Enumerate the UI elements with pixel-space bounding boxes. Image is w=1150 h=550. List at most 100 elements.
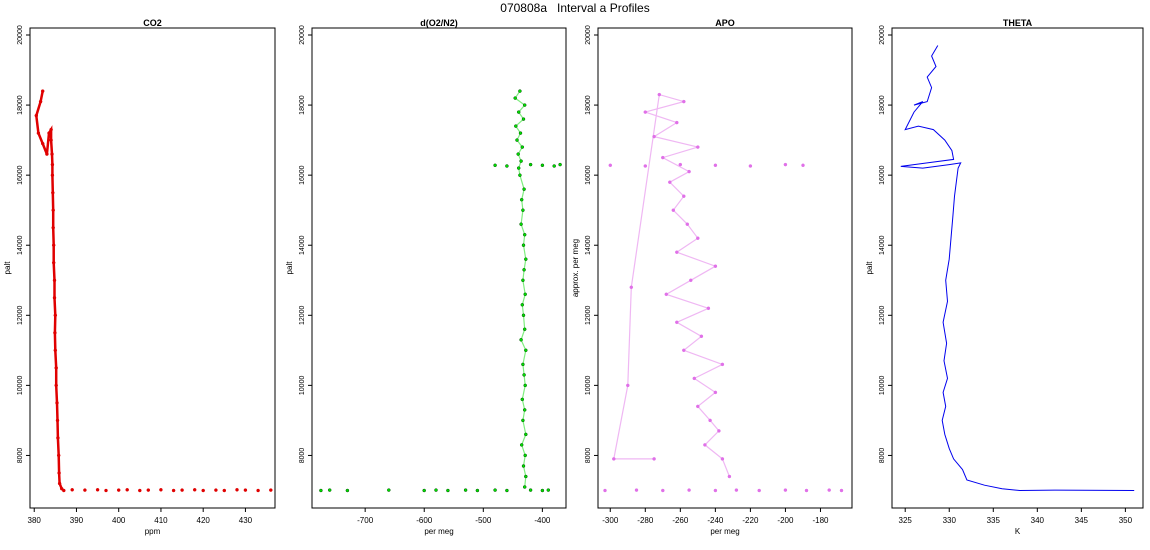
x-tick-label: -220 <box>742 516 759 525</box>
data-point <box>713 163 718 168</box>
data-point <box>171 488 176 493</box>
data-point <box>696 404 700 409</box>
data-point <box>523 383 527 388</box>
y-tick-label: 18000 <box>879 95 886 115</box>
series-trace <box>35 90 63 490</box>
data-point <box>668 180 672 184</box>
data-point <box>62 488 66 493</box>
data-point <box>524 432 528 437</box>
y-axis-label: palt <box>3 261 12 275</box>
data-point <box>57 471 61 475</box>
data-point <box>524 257 528 261</box>
data-point <box>180 488 184 492</box>
data-point <box>51 243 56 247</box>
data-point <box>523 292 527 297</box>
x-tick-label: -280 <box>637 516 654 525</box>
data-point <box>524 348 528 353</box>
data-point <box>463 488 468 492</box>
panel-title: THETA <box>1003 18 1033 28</box>
x-tick-label: 430 <box>239 516 253 525</box>
y-tick-label: 14000 <box>299 235 306 255</box>
data-point <box>51 208 55 212</box>
data-point <box>682 348 686 353</box>
y-tick-label: 10000 <box>879 376 886 396</box>
x-tick-label: 380 <box>28 516 42 525</box>
x-tick-label: 410 <box>154 516 168 525</box>
data-point <box>45 152 49 156</box>
data-point <box>706 306 711 311</box>
data-point <box>505 488 509 493</box>
x-tick-label: 400 <box>112 516 126 525</box>
y-tick-label: 18000 <box>17 95 24 115</box>
data-point <box>520 303 525 307</box>
data-point <box>801 163 805 168</box>
data-point <box>727 474 732 479</box>
y-tick-label: 14000 <box>585 235 592 255</box>
y-axis-label: palt <box>285 261 294 275</box>
data-point <box>664 292 669 297</box>
data-point <box>516 110 521 114</box>
data-point <box>519 222 523 226</box>
series-line <box>900 45 1135 492</box>
data-point <box>671 208 676 212</box>
data-point <box>434 488 438 492</box>
data-point <box>520 145 525 149</box>
data-point <box>49 127 53 132</box>
data-point <box>661 488 665 493</box>
data-point <box>159 488 163 492</box>
data-point <box>54 366 58 370</box>
data-point <box>612 457 616 461</box>
data-point <box>52 278 57 283</box>
data-point <box>34 113 39 118</box>
data-point <box>222 488 227 493</box>
data-point <box>243 488 248 492</box>
data-point <box>523 453 527 458</box>
data-point <box>519 443 524 447</box>
data-point <box>493 163 497 168</box>
data-point <box>521 243 526 247</box>
data-point <box>475 488 480 493</box>
x-tick-label: 350 <box>1119 516 1133 525</box>
y-tick-label: 18000 <box>585 95 592 115</box>
data-point <box>49 138 53 142</box>
data-point <box>678 162 683 167</box>
data-point <box>657 92 662 97</box>
data-point <box>50 152 54 156</box>
data-point <box>138 488 142 493</box>
data-point <box>327 488 332 492</box>
data-point <box>675 250 679 254</box>
y-tick-label: 12000 <box>17 305 24 325</box>
data-point <box>319 488 323 493</box>
data-point <box>214 488 218 492</box>
series-trace <box>514 90 527 488</box>
data-point <box>422 488 426 493</box>
data-point <box>687 488 691 492</box>
data-point <box>708 418 712 423</box>
data-point <box>757 488 761 493</box>
y-tick-label: 10000 <box>299 376 306 396</box>
data-point <box>505 164 509 168</box>
data-point <box>687 169 691 174</box>
plot-frame <box>29 27 276 509</box>
data-point <box>51 260 56 265</box>
panel-title: APO <box>715 18 735 28</box>
data-point <box>720 362 725 367</box>
series-trace <box>613 93 730 477</box>
data-point <box>116 488 121 492</box>
x-tick-label: 345 <box>1075 516 1089 525</box>
data-point <box>56 453 61 458</box>
data-point <box>95 488 100 492</box>
x-tick-label: 420 <box>197 516 211 525</box>
data-point <box>720 457 725 461</box>
x-tick-label: 335 <box>987 516 1001 525</box>
data-point <box>696 236 700 240</box>
panel-title: d(O2/N2) <box>420 18 458 28</box>
data-point <box>522 373 526 377</box>
data-point <box>634 488 639 492</box>
x-tick-label: 330 <box>943 516 957 525</box>
x-tick-label: -400 <box>534 516 551 525</box>
data-point <box>47 131 51 135</box>
data-point <box>83 488 87 492</box>
y-tick-label: 8000 <box>17 448 24 464</box>
